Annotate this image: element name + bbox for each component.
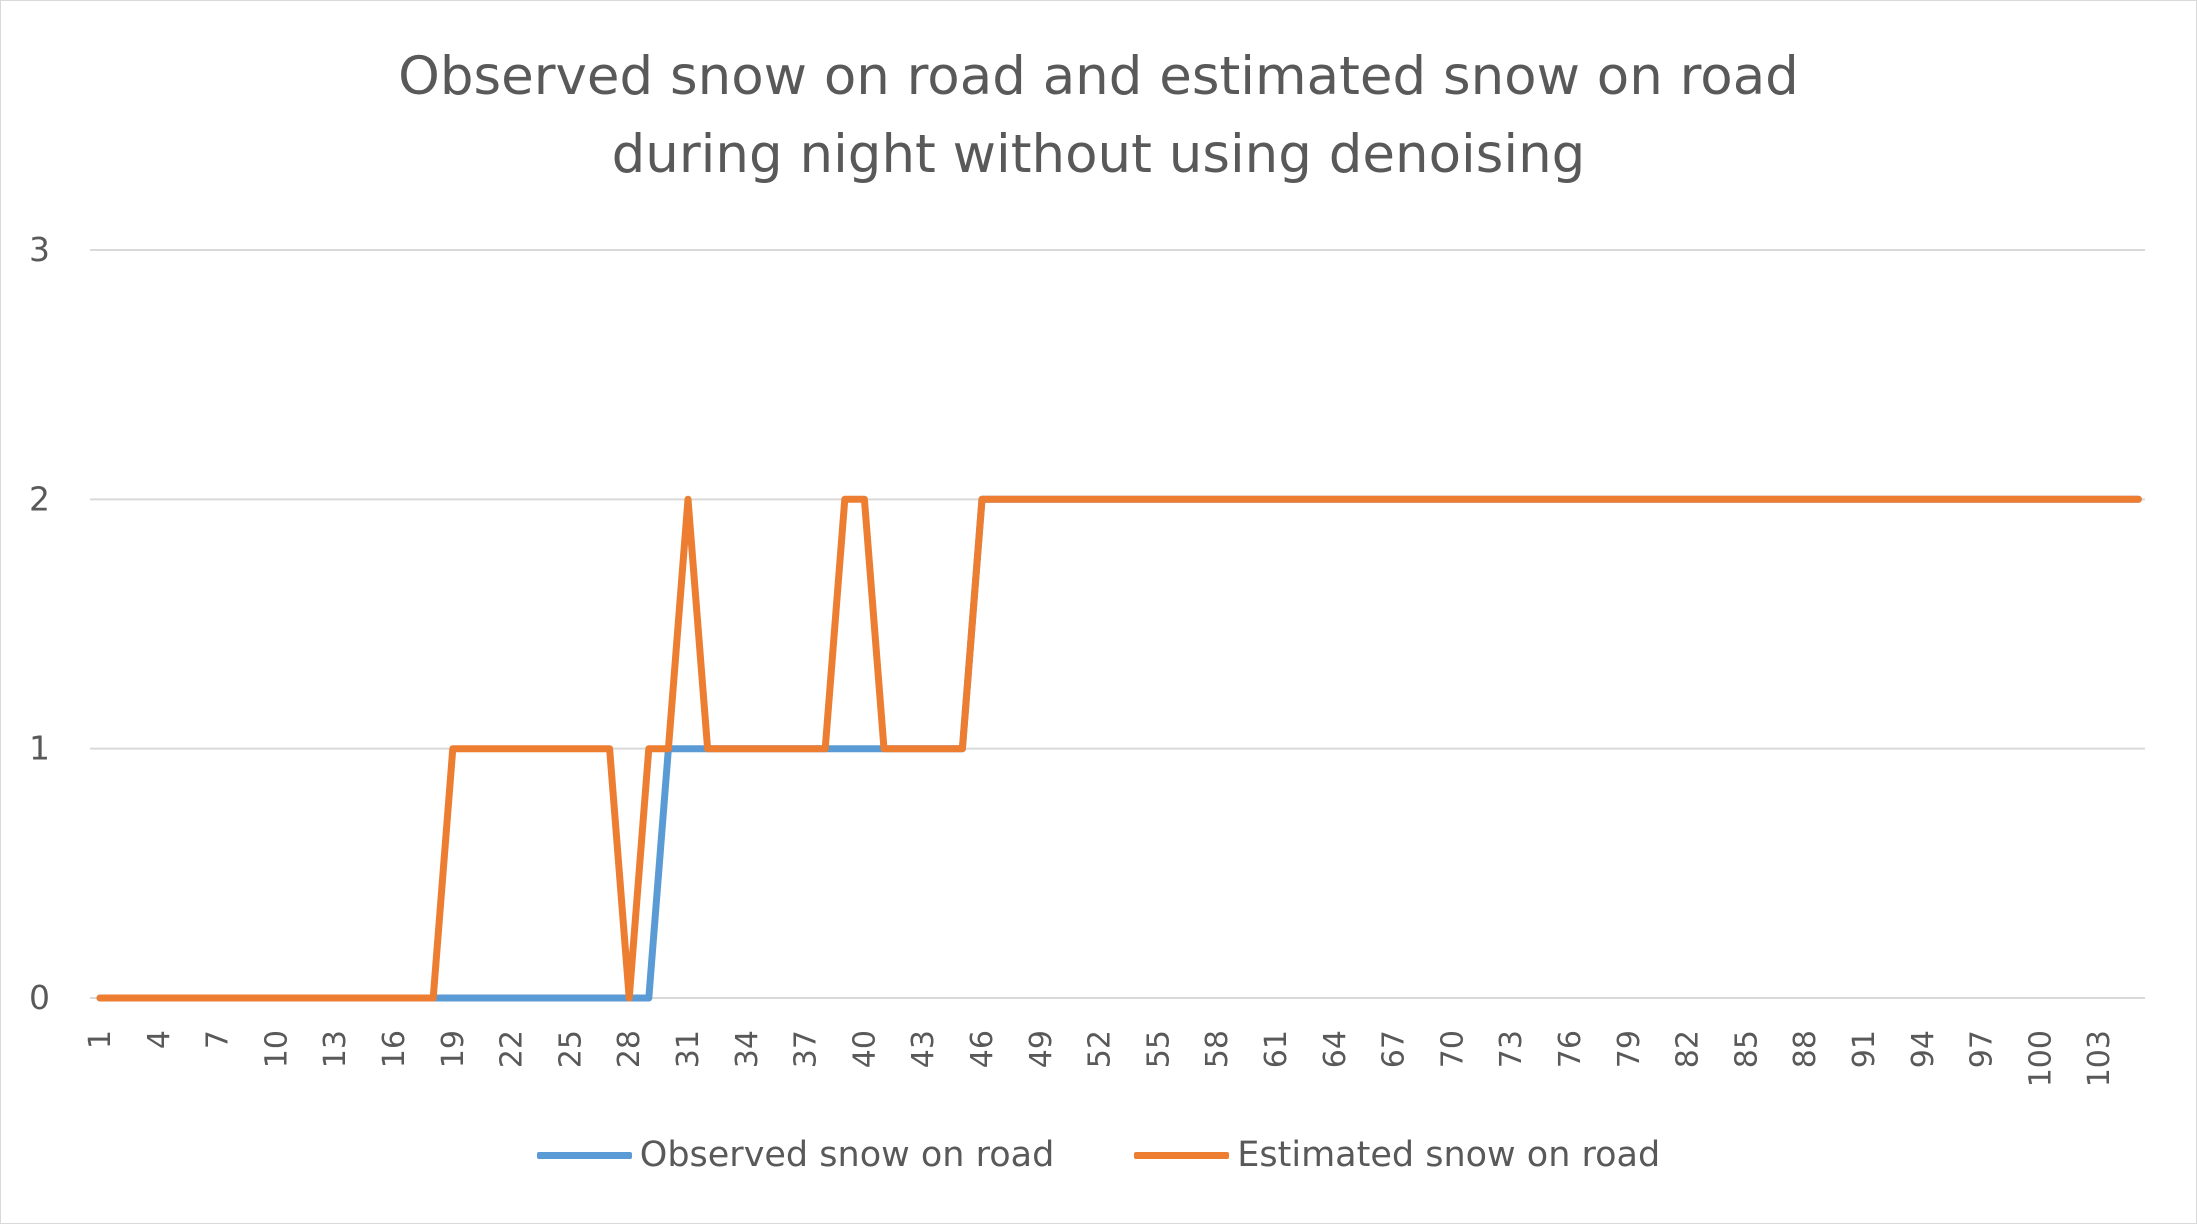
x-tick-label-22: 22 [495, 1030, 530, 1068]
legend-swatch-observed [536, 1151, 632, 1159]
y-tick-label-3: 3 [29, 230, 50, 269]
x-tick-label-28: 28 [612, 1030, 647, 1068]
legend-label-observed: Observed snow on road [639, 1135, 1055, 1175]
chart-title-line-2: during night without using denoising [611, 124, 1586, 185]
x-tick-label-91: 91 [1847, 1030, 1882, 1068]
x-tick-label-70: 70 [1435, 1030, 1470, 1068]
x-tick-label-85: 85 [1729, 1030, 1764, 1068]
x-tick-label-88: 88 [1788, 1030, 1823, 1068]
x-tick-label-61: 61 [1259, 1030, 1294, 1068]
x-tick-label-49: 49 [1024, 1030, 1059, 1068]
x-tick-label-97: 97 [1965, 1030, 2000, 1068]
x-tick-label-37: 37 [789, 1030, 824, 1068]
x-tick-label-46: 46 [965, 1030, 1000, 1068]
y-tick-label-2: 2 [29, 479, 50, 518]
x-tick-label-19: 19 [436, 1030, 471, 1068]
y-tick-label-1: 1 [29, 729, 50, 768]
legend-swatch-estimated [1134, 1151, 1230, 1159]
x-tick-label-100: 100 [2023, 1030, 2058, 1087]
x-tick-label-10: 10 [259, 1030, 294, 1068]
x-tick-label-25: 25 [553, 1030, 588, 1068]
x-tick-label-67: 67 [1377, 1030, 1412, 1068]
x-tick-label-103: 103 [2082, 1030, 2117, 1087]
x-tick-label-82: 82 [1671, 1030, 1706, 1068]
x-tick-label-58: 58 [1200, 1030, 1235, 1068]
x-tick-label-52: 52 [1083, 1030, 1118, 1068]
y-tick-label-0: 0 [29, 978, 50, 1017]
chart-title: Observed snow on road and estimated snow… [0, 38, 2197, 194]
series-line-estimated [96, 495, 2142, 1002]
x-tick-label-34: 34 [730, 1030, 765, 1068]
x-tick-label-16: 16 [377, 1030, 412, 1068]
x-tick-label-43: 43 [906, 1030, 941, 1068]
x-tick-label-1: 1 [83, 1030, 118, 1049]
legend-item-observed: Observed snow on road [536, 1135, 1055, 1175]
x-tick-label-76: 76 [1553, 1030, 1588, 1068]
x-tick-label-64: 64 [1318, 1030, 1353, 1068]
legend: Observed snow on road Estimated snow on … [0, 1130, 2197, 1180]
x-tick-label-4: 4 [142, 1030, 177, 1049]
x-tick-label-73: 73 [1494, 1030, 1529, 1068]
x-tick-label-94: 94 [1906, 1030, 1941, 1068]
x-tick-label-13: 13 [318, 1030, 353, 1068]
legend-label-estimated: Estimated snow on road [1237, 1135, 1661, 1175]
chart-title-line-1: Observed snow on road and estimated snow… [398, 46, 1799, 107]
legend-item-estimated: Estimated snow on road [1134, 1135, 1660, 1175]
x-tick-label-31: 31 [671, 1030, 706, 1068]
x-tick-label-7: 7 [201, 1030, 236, 1049]
x-tick-label-79: 79 [1612, 1030, 1647, 1068]
x-tick-label-55: 55 [1141, 1030, 1176, 1068]
x-tick-label-40: 40 [847, 1030, 882, 1068]
